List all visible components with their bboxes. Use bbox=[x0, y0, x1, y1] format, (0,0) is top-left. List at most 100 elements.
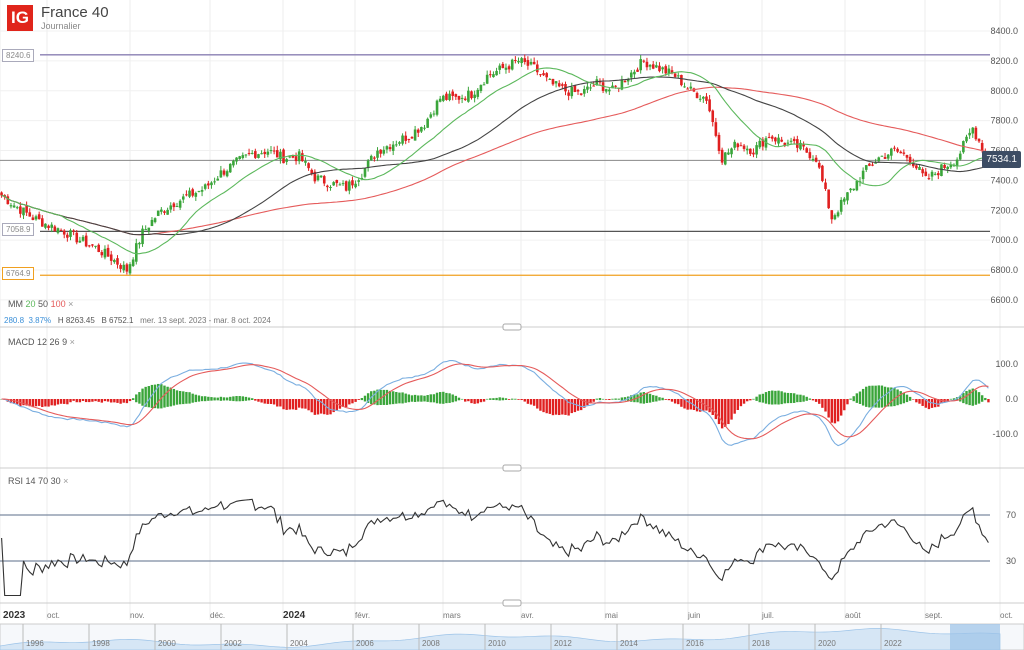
macd-histogram-bar bbox=[717, 399, 721, 425]
candle bbox=[263, 151, 267, 155]
candle bbox=[97, 244, 100, 253]
y-tick-label: 7800.0 bbox=[990, 116, 1018, 126]
candle bbox=[871, 164, 874, 166]
macd-histogram-bar bbox=[664, 399, 667, 400]
candle bbox=[313, 171, 317, 182]
macd-legend: MACD 12 26 9 × bbox=[8, 337, 75, 347]
candle bbox=[529, 61, 533, 65]
macd-histogram-bar bbox=[949, 398, 953, 400]
pane-resize-handle[interactable] bbox=[502, 464, 522, 472]
macd-histogram-bar bbox=[855, 393, 859, 403]
macd-histogram-bar bbox=[927, 399, 931, 410]
candle bbox=[351, 180, 354, 186]
macd-histogram-bar bbox=[730, 399, 733, 420]
candle bbox=[366, 160, 370, 168]
candle bbox=[175, 206, 179, 208]
macd-histogram-bar bbox=[404, 393, 407, 403]
macd-histogram-bar bbox=[827, 399, 830, 418]
macd-histogram-bar bbox=[980, 395, 984, 402]
macd-histogram-bar bbox=[796, 394, 799, 403]
candle bbox=[479, 85, 483, 91]
candle bbox=[940, 164, 943, 177]
macd-histogram-bar bbox=[667, 399, 671, 401]
candle bbox=[517, 60, 520, 63]
candle bbox=[12, 205, 16, 208]
pane-resize-handle[interactable] bbox=[502, 323, 522, 331]
macd-histogram-bar bbox=[432, 394, 436, 403]
rsi-legend: RSI 14 70 30 × bbox=[8, 476, 68, 486]
macd-histogram-bar bbox=[235, 396, 238, 402]
interval-label: Journalier bbox=[41, 21, 81, 31]
candle bbox=[413, 129, 417, 141]
macd-histogram-bar bbox=[297, 399, 301, 408]
candle bbox=[404, 135, 408, 141]
x-tick-label: mars bbox=[443, 611, 461, 620]
macd-histogram-bar bbox=[75, 399, 78, 403]
macd-histogram-bar bbox=[210, 397, 213, 401]
candle bbox=[282, 149, 285, 164]
candle bbox=[770, 136, 774, 139]
macd-histogram-bar bbox=[354, 399, 357, 402]
macd-histogram-bar bbox=[316, 399, 320, 415]
macd-histogram-bar bbox=[589, 399, 592, 404]
candle bbox=[329, 187, 332, 189]
candle bbox=[664, 66, 668, 74]
macd-histogram-bar bbox=[410, 395, 414, 402]
macd-histogram-bar bbox=[937, 399, 940, 407]
navigator-window[interactable] bbox=[950, 624, 1000, 650]
rsi-tick-label: 30 bbox=[1006, 556, 1016, 566]
candle bbox=[868, 163, 871, 166]
macd-histogram-bar bbox=[260, 399, 263, 403]
x-tick-label: 2024 bbox=[283, 610, 306, 621]
candle bbox=[755, 145, 758, 155]
candle bbox=[883, 157, 887, 159]
candle bbox=[683, 86, 686, 88]
candle bbox=[291, 155, 295, 158]
rsi-close-icon[interactable]: × bbox=[63, 476, 69, 486]
macd-histogram-bar bbox=[921, 399, 924, 406]
candle bbox=[169, 205, 173, 210]
candle bbox=[949, 164, 953, 168]
macd-histogram-bar bbox=[583, 399, 586, 408]
candle bbox=[109, 254, 113, 261]
macd-histogram-bar bbox=[448, 393, 451, 403]
macd-histogram-bar bbox=[724, 399, 727, 427]
macd-histogram-bar bbox=[178, 391, 182, 405]
macd-histogram-bar bbox=[908, 396, 912, 401]
macd-histogram-bar bbox=[567, 399, 570, 416]
candle bbox=[908, 156, 912, 163]
macd-histogram-bar bbox=[811, 399, 815, 401]
candle bbox=[156, 210, 160, 216]
macd-histogram-bar bbox=[814, 399, 818, 402]
macd-histogram-bar bbox=[971, 388, 974, 406]
macd-histogram-bar bbox=[307, 399, 310, 411]
ma-close-icon[interactable]: × bbox=[68, 299, 74, 309]
candle bbox=[266, 151, 270, 155]
macd-histogram-bar bbox=[902, 392, 906, 404]
macd-histogram-bar bbox=[714, 399, 718, 420]
macd-histogram-bar bbox=[620, 397, 624, 401]
candle bbox=[686, 88, 689, 90]
macd-histogram-bar bbox=[987, 399, 990, 403]
navigator-year-label: 2004 bbox=[290, 639, 308, 648]
candle bbox=[460, 97, 464, 99]
macd-histogram-bar bbox=[429, 394, 432, 403]
macd-histogram-bar bbox=[573, 399, 577, 413]
candle bbox=[614, 85, 617, 87]
macd-histogram-bar bbox=[843, 399, 846, 411]
macd-histogram-bar bbox=[579, 399, 583, 411]
candle bbox=[166, 209, 169, 215]
candle bbox=[81, 236, 85, 241]
macd-histogram-bar bbox=[673, 399, 677, 404]
macd-histogram-bar bbox=[44, 399, 47, 407]
macd-histogram-bar bbox=[905, 394, 909, 403]
macd-histogram-bar bbox=[789, 393, 793, 404]
candle bbox=[91, 244, 94, 246]
macd-close-icon[interactable]: × bbox=[69, 337, 75, 347]
candle bbox=[733, 141, 736, 148]
pane-resize-handle[interactable] bbox=[502, 599, 522, 607]
ig-logo: IG bbox=[7, 4, 33, 31]
candle bbox=[301, 153, 304, 162]
candle bbox=[307, 163, 310, 169]
